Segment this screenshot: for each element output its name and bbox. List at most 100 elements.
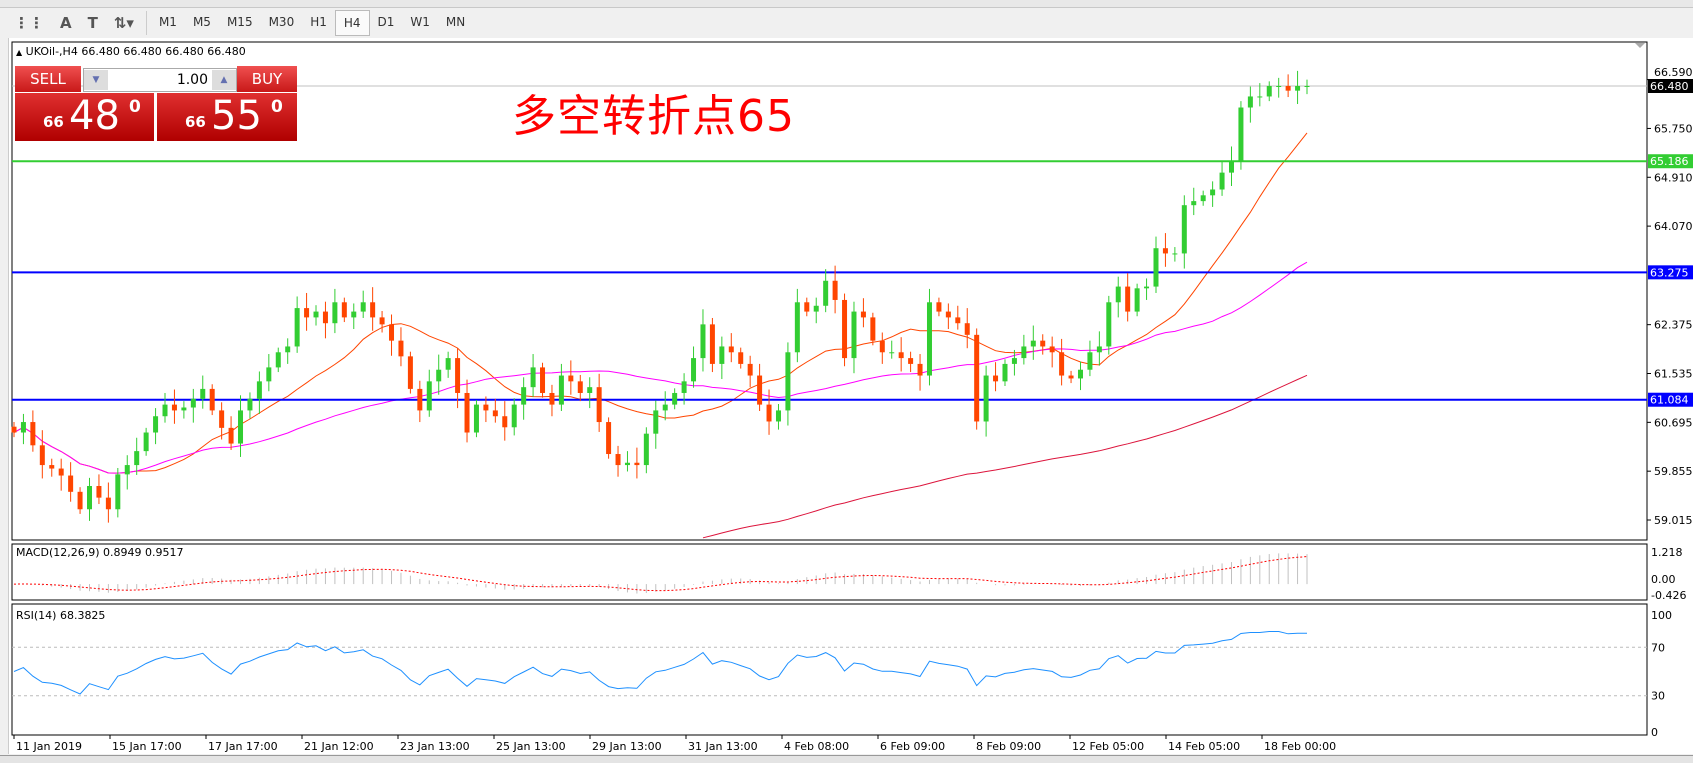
macd-label: MACD(12,26,9) 0.8949 0.9517 — [16, 546, 184, 559]
candle-body — [898, 352, 904, 359]
candle-body — [20, 422, 26, 433]
candle-body — [681, 381, 687, 393]
candle-body — [653, 410, 659, 434]
arrows-icon[interactable]: ⇅▾ — [113, 14, 134, 32]
rsi-line — [13, 631, 1307, 695]
candle-body — [974, 334, 980, 422]
candle-body — [1087, 352, 1093, 370]
timeframe-m5-button[interactable]: M5 — [192, 15, 211, 29]
candle-body — [917, 363, 923, 376]
candle-body — [398, 340, 404, 357]
lot-size-input[interactable]: ▼ 1.00 ▲ — [83, 68, 237, 92]
sell-button[interactable]: SELL — [15, 66, 81, 92]
candle-body — [804, 302, 810, 312]
timeframe-h4-button[interactable]: H4 — [334, 10, 370, 36]
price-chart[interactable]: 66.590 65.750 64.910 64.070 62.375 61.535 60.6… — [9, 38, 1693, 754]
candle-body — [30, 422, 36, 446]
candle-body — [624, 462, 630, 466]
candle-body — [190, 398, 196, 408]
candle-body — [1144, 286, 1150, 289]
candle-body — [11, 426, 17, 433]
candle-body — [643, 433, 649, 466]
toolbar: ⋮⋮ A T ⇅▾ M1 M5 M15 M30 H1 H4 D1 W1 MN — [0, 8, 1693, 38]
candle-body — [238, 410, 244, 444]
candle-body — [294, 308, 300, 347]
one-click-trading-panel: SELL ▼ 1.00 ▲ BUY 66 48 0 66 55 0 — [15, 66, 297, 141]
x-tick-label: 11 Jan 2019 — [16, 740, 82, 753]
timeframe-m15-button[interactable]: M15 — [226, 15, 253, 29]
timeframe-m1-button[interactable]: M1 — [158, 15, 177, 29]
y-tick-label: 59.855 — [1654, 465, 1693, 478]
candle-body — [322, 311, 328, 324]
timeframe-d1-button[interactable]: D1 — [377, 15, 395, 29]
candle-body — [870, 317, 876, 341]
candle-body — [200, 388, 206, 399]
y-tick-label: 66.590 — [1654, 66, 1693, 79]
candle-body — [379, 317, 385, 325]
candle-body — [181, 407, 187, 411]
y-tick-label: 64.910 — [1654, 171, 1693, 184]
candle-body — [1228, 161, 1234, 173]
timeframe-mn-button[interactable]: MN — [445, 15, 466, 29]
symbol-label: UKOil-,H4 — [25, 45, 78, 58]
candle-body — [1021, 346, 1027, 359]
chart-annotation-text: 多空转折点65 — [512, 91, 795, 142]
rsi-label: RSI(14) 68.3825 — [16, 609, 106, 622]
sell-price-main: 48 — [69, 93, 120, 139]
buy-price-prefix: 66 — [185, 113, 206, 131]
candle-body — [464, 392, 470, 433]
y-tick-label: 65.750 — [1654, 122, 1693, 135]
candle-body — [606, 422, 612, 455]
text-icon[interactable]: A — [60, 14, 72, 32]
candle-body — [1238, 107, 1244, 162]
candle-body — [832, 280, 838, 300]
moving-average-long — [702, 374, 1308, 539]
candle-body — [879, 340, 885, 353]
candle-body — [124, 465, 130, 475]
candle-body — [540, 367, 546, 393]
candle-body — [351, 311, 357, 318]
candle-body — [691, 358, 697, 382]
candle-body — [247, 398, 253, 411]
chart-window[interactable]: 66.590 65.750 64.910 64.070 62.375 61.535 60.6… — [9, 38, 1693, 754]
lot-increase-icon[interactable]: ▲ — [212, 70, 236, 90]
timeframe-h1-button[interactable]: H1 — [310, 15, 327, 29]
buy-button[interactable]: BUY — [237, 66, 297, 92]
candle-body — [171, 404, 177, 411]
sell-price-sup: 0 — [129, 97, 141, 117]
candle-body — [1115, 286, 1121, 303]
candle-body — [1247, 96, 1253, 108]
candle-body — [577, 381, 583, 393]
candle-body — [1040, 340, 1046, 347]
candle-body — [596, 387, 602, 423]
candle-body — [511, 404, 517, 428]
candle-body — [936, 302, 942, 312]
macd-panel-frame — [11, 543, 1648, 601]
candle-body — [700, 324, 706, 359]
text-label-icon[interactable]: T — [87, 14, 98, 32]
candle-body — [926, 302, 932, 376]
buy-price-button[interactable]: 66 55 0 — [157, 93, 297, 141]
y-tick-label: 60.695 — [1654, 416, 1693, 429]
rsi-y-tick-label: 30 — [1651, 690, 1665, 703]
candle-body — [228, 427, 234, 444]
lot-value[interactable]: 1.00 — [176, 72, 208, 88]
candle-body — [672, 392, 678, 405]
candle-body — [77, 491, 83, 510]
candle-body — [1191, 201, 1197, 206]
ohlc-values: 66.480 66.480 66.480 66.480 — [81, 45, 246, 58]
timeframe-w1-button[interactable]: W1 — [410, 15, 430, 29]
lot-decrease-icon[interactable]: ▼ — [84, 70, 108, 90]
sell-price-button[interactable]: 66 48 0 — [15, 93, 154, 141]
x-tick-label: 25 Jan 13:00 — [496, 740, 566, 753]
collapse-triangle-icon[interactable]: ▲ — [16, 48, 23, 57]
fibonacci-fan-icon[interactable]: ⋮⋮ — [14, 14, 44, 32]
y-tick-label: 59.015 — [1654, 514, 1693, 527]
timeframe-m30-button[interactable]: M30 — [268, 15, 295, 29]
candle-body — [96, 486, 102, 498]
y-tick-label: 61.535 — [1654, 368, 1693, 381]
candle-body — [105, 497, 111, 510]
candle-body — [568, 375, 574, 382]
x-tick-label: 15 Jan 17:00 — [112, 740, 182, 753]
candle-body — [1077, 369, 1083, 379]
